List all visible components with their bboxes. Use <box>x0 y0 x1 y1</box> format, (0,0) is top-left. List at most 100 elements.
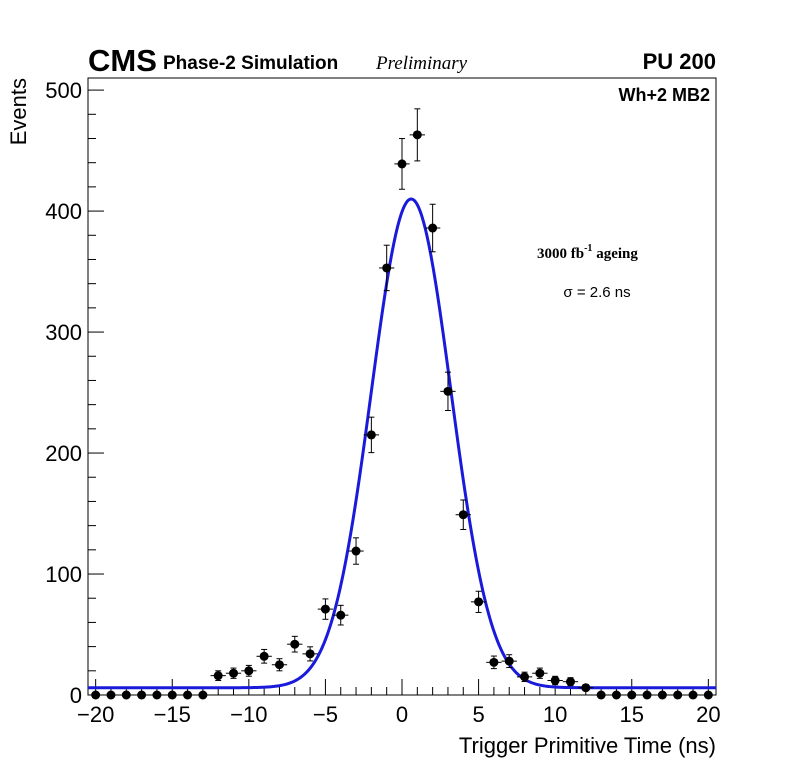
data-point <box>562 677 579 687</box>
data-point <box>241 664 257 677</box>
marker <box>106 690 116 700</box>
data-point <box>424 203 441 253</box>
x-tick-label: 20 <box>696 702 720 727</box>
data-point <box>271 658 288 672</box>
marker <box>581 683 591 693</box>
marker <box>259 651 269 661</box>
x-tick-label: 0 <box>396 702 408 727</box>
marker <box>305 649 315 659</box>
marker <box>244 666 254 676</box>
marker <box>657 690 667 700</box>
marker <box>535 668 545 678</box>
marker <box>137 690 147 700</box>
ageing-word: ageing <box>596 246 638 262</box>
x-tick-label: −5 <box>313 702 338 727</box>
marker <box>596 690 606 700</box>
data-point <box>455 499 471 531</box>
data-point <box>685 690 701 700</box>
data-point <box>287 635 303 653</box>
x-tick-label: 5 <box>472 702 484 727</box>
marker <box>412 130 422 140</box>
y-axis-title: Events <box>6 78 31 145</box>
data-point <box>302 646 318 662</box>
marker <box>198 690 208 700</box>
marker <box>336 610 346 620</box>
marker <box>167 690 177 700</box>
x-tick-label: −20 <box>77 702 114 727</box>
marker <box>290 639 300 649</box>
data-point <box>532 667 548 679</box>
marker <box>229 668 239 678</box>
data-point <box>593 690 609 700</box>
data-point <box>149 690 165 700</box>
ageing-exponent: -1 <box>584 243 592 254</box>
data-point <box>133 690 150 700</box>
status-label: Preliminary <box>375 53 468 74</box>
ageing-label: 3000 fb-1 ageing <box>537 243 638 262</box>
experiment-label: CMS <box>88 43 157 78</box>
x-tick-label: −15 <box>154 702 191 727</box>
data-point <box>700 690 716 700</box>
marker <box>213 671 223 681</box>
marker <box>703 690 713 700</box>
marker <box>458 510 468 520</box>
marker <box>673 690 683 700</box>
marker <box>611 690 621 700</box>
marker <box>504 656 514 666</box>
marker <box>274 660 284 670</box>
marker <box>520 672 530 682</box>
y-tick-label: 400 <box>45 199 82 224</box>
data-point <box>639 690 655 700</box>
points-layer <box>88 108 716 700</box>
x-tick-label: 10 <box>543 702 567 727</box>
data-point <box>195 690 211 700</box>
data-point <box>670 690 686 700</box>
data-point <box>225 667 242 679</box>
subtitle-label: Phase-2 Simulation <box>163 53 338 74</box>
data-point <box>256 648 272 664</box>
resolution-label: σ = 2.6 ns <box>563 284 630 301</box>
y-axis: 0 100 200 300 400 500 <box>45 78 104 708</box>
marker <box>121 690 131 700</box>
marker <box>183 690 193 700</box>
data-point <box>578 683 594 693</box>
data-point <box>164 690 180 700</box>
data-point <box>608 690 625 700</box>
data-point <box>486 655 502 670</box>
y-tick-label: 200 <box>45 441 82 466</box>
x-axis-title: Trigger Primitive Time (ns) <box>459 733 716 758</box>
data-point <box>547 675 563 686</box>
marker <box>351 546 361 556</box>
marker <box>474 597 484 607</box>
x-tick-label: −10 <box>230 702 267 727</box>
ageing-value: 3000 fb <box>537 246 584 262</box>
data-point <box>179 690 196 700</box>
marker <box>91 690 101 700</box>
data-point <box>394 138 410 190</box>
data-point <box>409 108 425 162</box>
marker <box>489 657 499 667</box>
data-point <box>470 590 487 613</box>
y-tick-label: 500 <box>45 78 82 103</box>
marker <box>565 677 575 687</box>
marker <box>320 604 330 614</box>
y-tick-label: 100 <box>45 562 82 587</box>
fit-curve <box>88 197 716 690</box>
y-tick-label: 0 <box>70 683 82 708</box>
pileup-label: PU 200 <box>643 49 716 74</box>
data-point <box>88 690 104 700</box>
marker <box>443 386 453 396</box>
data-point <box>210 670 226 681</box>
data-point <box>333 604 349 626</box>
data-point <box>654 690 671 700</box>
data-point <box>516 671 533 683</box>
marker <box>366 430 376 440</box>
marker <box>397 159 407 169</box>
data-point <box>118 690 134 700</box>
marker <box>688 690 698 700</box>
data-point <box>317 598 334 620</box>
marker <box>550 675 560 685</box>
data-point <box>363 416 380 454</box>
marker <box>627 690 637 700</box>
